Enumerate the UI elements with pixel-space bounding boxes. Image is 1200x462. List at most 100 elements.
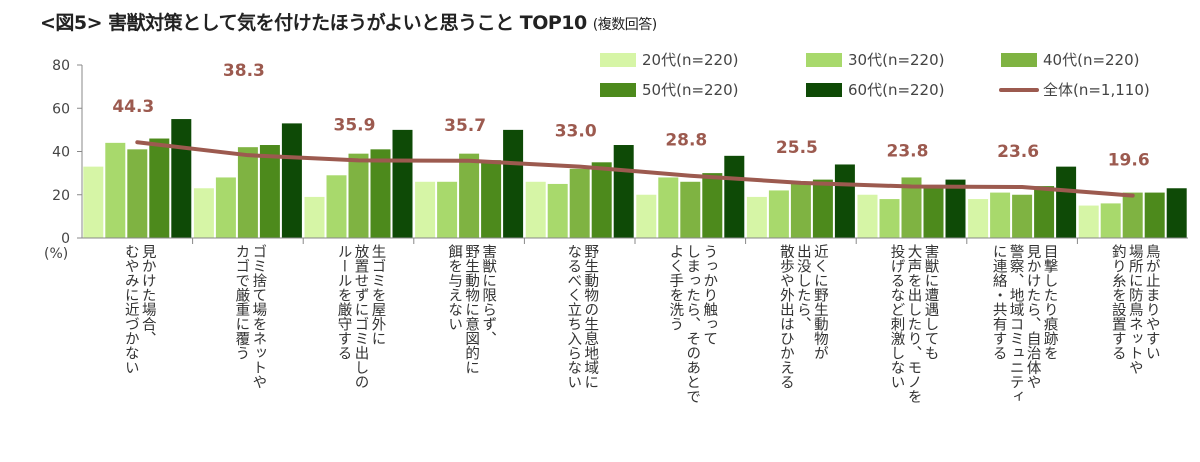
category-label: カゴで厳重に覆う — [233, 244, 249, 360]
line-series-overall — [135, 140, 1135, 198]
category-label: 鳥が止まりやすい — [1144, 244, 1160, 360]
bar — [547, 183, 568, 238]
category-label: ルールを厳守する — [336, 244, 352, 360]
bar — [459, 153, 480, 238]
legend-label: 40代(n=220) — [1043, 51, 1140, 69]
bar — [812, 179, 833, 238]
category-label: 野生動物の生息地域に — [582, 244, 598, 389]
bar — [503, 129, 524, 238]
bar — [923, 186, 944, 238]
category-label: 害獣に遭遇しても — [923, 244, 939, 361]
bar — [237, 147, 258, 238]
data-label: 33.0 — [555, 122, 597, 142]
category-label: 釣り糸を設置する — [1110, 244, 1126, 361]
category-label: 野生動物に意図的に — [463, 244, 479, 375]
category-label: しまったら、そのあとで — [684, 244, 700, 404]
bar — [658, 177, 679, 238]
category-label: 投げるなど刺激しない — [889, 244, 905, 389]
legend-swatch — [806, 83, 842, 97]
category-label: ゴミ捨て場をネットや — [250, 244, 266, 390]
bar — [1012, 194, 1033, 238]
bar — [613, 145, 634, 238]
bar — [481, 160, 502, 238]
bar — [1100, 203, 1121, 238]
bar — [171, 119, 192, 238]
category-label: 警察、地域コミュニティ — [1008, 244, 1024, 404]
category-label: に連絡・共有する — [991, 244, 1007, 360]
y-tick-label: 80 — [52, 58, 70, 74]
legend-swatch — [600, 83, 636, 97]
legend-label: 30代(n=220) — [848, 51, 945, 69]
category-label: 放置せずにゴミ出しの — [353, 244, 369, 389]
data-label: 44.3 — [112, 97, 154, 117]
bar — [569, 168, 590, 238]
bar — [149, 138, 170, 238]
data-label: 23.6 — [997, 142, 1039, 162]
category-label: 餌を与えない — [446, 244, 462, 331]
bar — [83, 166, 104, 238]
bar — [392, 129, 413, 238]
bar — [127, 149, 148, 238]
legend-swatch — [1001, 53, 1037, 67]
bar — [768, 190, 789, 238]
bar — [591, 162, 612, 238]
bar — [945, 179, 966, 238]
data-label: 28.8 — [665, 131, 707, 151]
data-label: 19.6 — [1108, 151, 1150, 171]
category-label: むやみに近づかない — [123, 244, 139, 375]
bar — [1078, 205, 1099, 238]
category-label: 目撃したり痕跡を — [1042, 244, 1058, 360]
data-label: 38.3 — [223, 61, 265, 81]
bar — [437, 181, 458, 238]
bar — [215, 177, 236, 238]
bar — [746, 196, 767, 238]
bar — [105, 142, 126, 238]
bar — [281, 123, 302, 238]
bar — [879, 199, 900, 238]
data-label: 25.5 — [776, 138, 818, 158]
data-label: 23.8 — [887, 142, 929, 162]
legend-label: 50代(n=220) — [642, 81, 739, 99]
category-label: 場所に防鳥ネットや — [1127, 244, 1143, 375]
bar — [968, 199, 989, 238]
y-axis-label: (%) — [44, 246, 68, 262]
data-label: 35.7 — [444, 116, 486, 136]
category-label: 見かけた場合、 — [140, 244, 156, 346]
category-label: 散歩や外出はひかえる — [778, 244, 794, 390]
category-label: 害獣に限らず、 — [480, 244, 496, 346]
bar — [680, 181, 701, 238]
bar — [326, 175, 347, 238]
category-label: 大声を出したり、モノを — [906, 244, 922, 404]
bar — [901, 177, 922, 238]
chart-title: <図5> 害獣対策として気を付けたほうがよいと思うこと TOP10 — [40, 12, 587, 34]
category-label: 生ゴミを屋外に — [370, 244, 386, 346]
bar — [857, 194, 878, 238]
y-tick-label: 60 — [52, 101, 70, 117]
legend-label: 20代(n=220) — [642, 51, 739, 69]
legend-label: 全体(n=1,110) — [1043, 81, 1150, 99]
category-label: うっかり触って — [701, 244, 717, 346]
y-tick-label: 40 — [52, 145, 70, 161]
page-title: <図5> 害獣対策として気を付けたほうがよいと思うこと TOP10 (複数回答) — [40, 8, 657, 35]
bar — [1144, 192, 1165, 238]
bar — [724, 155, 745, 238]
bar — [1166, 188, 1187, 238]
bar — [1034, 186, 1055, 238]
category-label: 近くに野生動物が — [812, 244, 828, 361]
bar — [348, 153, 369, 238]
y-tick-label: 0 — [61, 231, 70, 247]
chart-subtitle: (複数回答) — [592, 17, 657, 33]
bar — [304, 196, 325, 238]
data-label: 35.9 — [334, 115, 376, 135]
bar — [990, 192, 1011, 238]
bar — [370, 149, 391, 238]
category-label: なるべく立ち入らない — [565, 244, 581, 389]
legend-label: 60代(n=220) — [848, 81, 945, 99]
legend-swatch — [600, 53, 636, 67]
bar — [702, 173, 723, 238]
legend-swatch — [806, 53, 842, 67]
category-label: よく手を洗う — [667, 244, 683, 331]
bar — [790, 183, 811, 238]
bar — [834, 164, 855, 238]
